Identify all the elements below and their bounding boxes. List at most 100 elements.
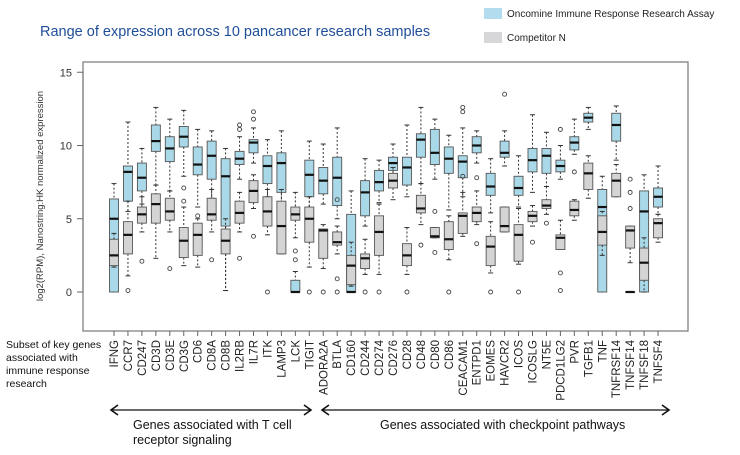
outlier-point [460, 109, 466, 115]
box-iqr [513, 175, 524, 196]
x-tick-label-cd247: CD247 [137, 340, 149, 376]
box-havcr2 [499, 91, 510, 167]
x-note-line: immune response [6, 365, 90, 377]
box-iqr [332, 231, 343, 246]
box-iqr [164, 197, 175, 221]
box-cd48 [415, 106, 426, 185]
outlier-point [237, 122, 243, 128]
box-tnfsf18 [639, 237, 650, 293]
outlier-point [362, 289, 368, 295]
box-iqr [402, 156, 412, 186]
x-tick-label-entpd1: ENTPD1 [472, 340, 484, 385]
box-cd8b [220, 218, 231, 292]
outlier-point [488, 289, 494, 295]
box-cd247 [136, 196, 147, 264]
x-tick-label-cd48: CD48 [416, 340, 428, 369]
x-tick-label-cd276: CD276 [388, 340, 400, 376]
box-cd3g [178, 185, 189, 267]
box-il2rb [234, 122, 245, 180]
box-lamp3 [276, 188, 287, 255]
box-iqr [625, 225, 636, 249]
x-tick-label-tigit: TIGIT [304, 340, 316, 369]
group-label: receptor signaling [133, 433, 232, 447]
box-iqr [513, 224, 524, 262]
outlier-point [627, 189, 633, 195]
box-cd8a [206, 188, 217, 263]
outlier-point [432, 208, 438, 214]
outlier-point [334, 197, 340, 203]
x-tick-label-ceacam1: CEACAM1 [458, 340, 470, 396]
legend: Oncomine Immune Response Research Assay … [484, 8, 714, 44]
outlier-point [627, 206, 633, 211]
box-adora2a [318, 143, 329, 205]
x-note-line: research [6, 378, 47, 390]
outlier-point [251, 116, 256, 122]
outlier-point [376, 289, 382, 295]
outlier-point [237, 126, 243, 132]
chart-title: Range of expression across 10 pancancer … [40, 24, 430, 40]
box-iqr [192, 146, 203, 176]
x-note-line: Subset of key genes [6, 339, 101, 351]
box-iqr [290, 279, 301, 293]
box-ccr7 [122, 200, 133, 293]
box-eomes [485, 158, 496, 214]
legend-swatch-oncomine [484, 8, 502, 19]
box-cd28 [402, 124, 412, 198]
outlier-point [474, 175, 480, 181]
box-tgfb1 [583, 106, 594, 130]
box-iqr [262, 155, 273, 185]
box-pvr [569, 118, 580, 175]
outlier-point [251, 109, 256, 115]
x-tick-label-pvr: PVR [569, 340, 581, 364]
outlier-point [209, 257, 215, 263]
box-iqr [109, 238, 119, 267]
outlier-point [320, 289, 326, 295]
box-itk [262, 139, 273, 198]
y-tick-label: 15 [60, 67, 72, 79]
box-nt5e [541, 186, 552, 226]
box-lck [290, 270, 301, 294]
x-tick-label-pdcd1lg2: PDCD1LG2 [555, 340, 567, 401]
box-iqr [360, 180, 371, 217]
x-tick-label-cd28: CD28 [402, 340, 414, 369]
outlier-point [292, 248, 298, 254]
y-tick-label: 0 [66, 287, 72, 299]
x-tick-label-nt5e: NT5E [541, 340, 553, 370]
box-nt5e [541, 131, 552, 188]
arrow-right-icon [661, 404, 671, 416]
x-tick-label-cd80: CD80 [430, 340, 442, 369]
box-cd86 [443, 215, 454, 295]
x-tick-label-tnfrsf14: TNFRSF14 [611, 339, 623, 398]
box-iqr [122, 221, 133, 255]
outlier-point [557, 126, 563, 132]
box-cd6 [192, 128, 203, 208]
outlier-point [627, 176, 633, 182]
box-cd86 [443, 134, 454, 211]
box-iqr [471, 206, 482, 223]
x-tick-label-cd3g: CD3G [179, 340, 191, 372]
box-cd3d [150, 184, 161, 259]
box-iqr [150, 193, 161, 224]
box-iqr [611, 172, 622, 198]
outlier-point [557, 288, 563, 293]
x-tick-label-tnfsf14: TNFSF14 [625, 339, 637, 389]
x-tick-label-il2rb: IL2RB [235, 340, 247, 372]
outlier-point [237, 255, 243, 261]
box-iqr [541, 147, 552, 174]
box-iqr [332, 156, 343, 207]
box-iqr [569, 200, 580, 217]
box-cd3g [178, 109, 189, 177]
box-tgfb1 [583, 155, 594, 199]
box-cd274 [374, 159, 384, 204]
outlier-point [265, 289, 270, 295]
x-tick-label-cd3d: CD3D [151, 340, 163, 371]
outlier-point [460, 173, 466, 179]
box-cd3e [164, 118, 175, 192]
box-iqr [415, 133, 426, 158]
box-cd160 [346, 241, 357, 287]
box-icos [513, 207, 524, 295]
box-iqr [541, 199, 552, 209]
outlier-point [404, 289, 410, 295]
box-tnfrsf14 [611, 105, 622, 161]
